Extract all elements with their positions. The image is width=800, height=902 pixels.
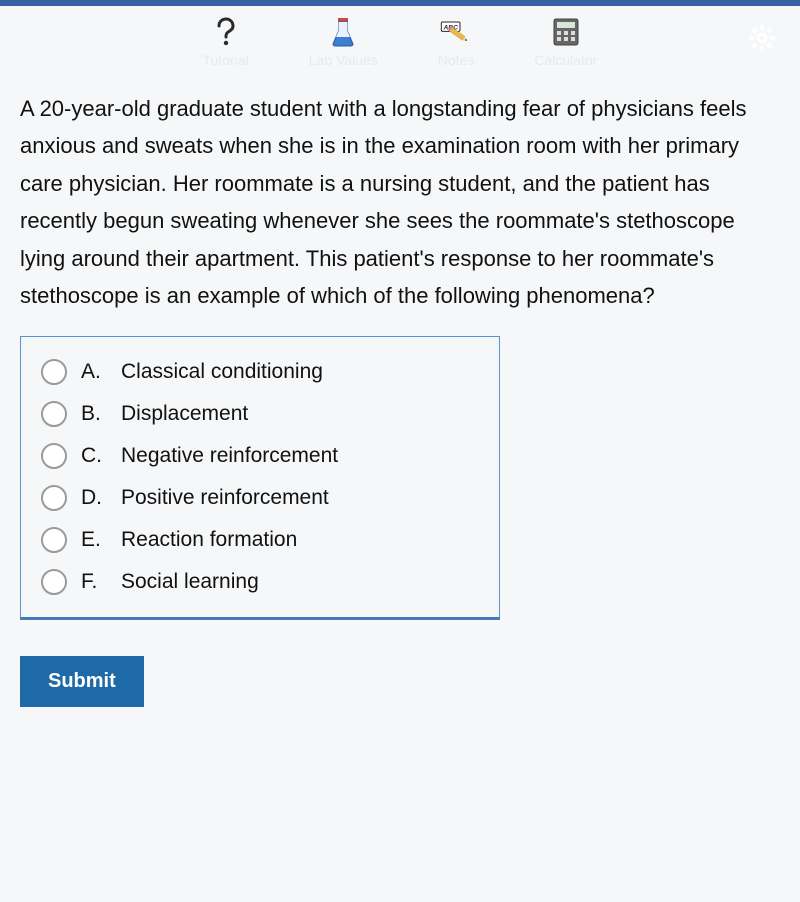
answer-option-f[interactable]: F. Social learning bbox=[39, 561, 481, 603]
question-text: A 20-year-old graduate student with a lo… bbox=[20, 90, 780, 314]
notes-icon: ABC bbox=[440, 16, 472, 48]
radio-icon bbox=[41, 401, 67, 427]
answer-text: Positive reinforcement bbox=[121, 486, 329, 510]
gear-icon bbox=[748, 24, 776, 52]
page: Tutorial Lab Values ABC bbox=[0, 0, 800, 902]
answers-box: A. Classical conditioning B. Displacemen… bbox=[20, 336, 500, 620]
submit-button[interactable]: Submit bbox=[20, 656, 144, 707]
answer-option-b[interactable]: B. Displacement bbox=[39, 393, 481, 435]
radio-icon bbox=[41, 359, 67, 385]
radio-icon bbox=[41, 569, 67, 595]
answer-option-d[interactable]: D. Positive reinforcement bbox=[39, 477, 481, 519]
calculator-button[interactable]: Calculator bbox=[534, 16, 597, 68]
lab-values-label: Lab Values bbox=[309, 52, 378, 68]
calculator-icon bbox=[550, 16, 582, 48]
notes-label: Notes bbox=[438, 52, 475, 68]
answer-option-a[interactable]: A. Classical conditioning bbox=[39, 351, 481, 393]
settings-button[interactable] bbox=[748, 24, 776, 57]
answer-text: Classical conditioning bbox=[121, 360, 323, 384]
radio-icon bbox=[41, 443, 67, 469]
content: A 20-year-old graduate student with a lo… bbox=[0, 78, 800, 727]
answer-letter: C. bbox=[81, 444, 107, 468]
notes-button[interactable]: ABC Notes bbox=[438, 16, 475, 68]
answer-letter: D. bbox=[81, 486, 107, 510]
answer-option-c[interactable]: C. Negative reinforcement bbox=[39, 435, 481, 477]
answer-text: Negative reinforcement bbox=[121, 444, 338, 468]
answer-text: Social learning bbox=[121, 570, 259, 594]
answer-text: Displacement bbox=[121, 402, 248, 426]
answer-letter: B. bbox=[81, 402, 107, 426]
radio-icon bbox=[41, 527, 67, 553]
answer-letter: E. bbox=[81, 528, 107, 552]
answer-letter: A. bbox=[81, 360, 107, 384]
answer-option-e[interactable]: E. Reaction formation bbox=[39, 519, 481, 561]
answer-letter: F. bbox=[81, 570, 107, 594]
toolbar: Tutorial Lab Values ABC bbox=[0, 6, 800, 78]
tutorial-button[interactable]: Tutorial bbox=[203, 16, 249, 68]
tutorial-label: Tutorial bbox=[203, 52, 249, 68]
radio-icon bbox=[41, 485, 67, 511]
flask-icon bbox=[327, 16, 359, 48]
calculator-label: Calculator bbox=[534, 52, 597, 68]
answer-text: Reaction formation bbox=[121, 528, 297, 552]
lab-values-button[interactable]: Lab Values bbox=[309, 16, 378, 68]
question-mark-icon bbox=[210, 16, 242, 48]
